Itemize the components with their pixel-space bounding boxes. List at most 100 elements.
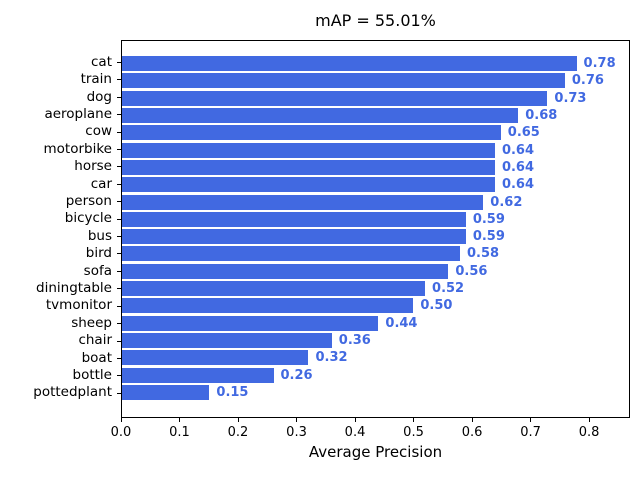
bar-value-label: 0.26 bbox=[280, 367, 313, 383]
x-tick-label: 0.1 bbox=[169, 425, 190, 440]
y-category-label: car bbox=[90, 175, 112, 192]
y-tick-mark bbox=[117, 236, 121, 238]
bar-row: 0.32 bbox=[122, 349, 629, 366]
y-row: chair bbox=[0, 333, 121, 350]
x-tick-label: 0.3 bbox=[286, 425, 307, 440]
bar-row: 0.68 bbox=[122, 107, 629, 124]
y-row: car bbox=[0, 176, 121, 193]
bar bbox=[122, 177, 495, 193]
y-tick-mark bbox=[117, 183, 121, 185]
bar-value-label: 0.64 bbox=[501, 142, 535, 158]
x-tick-label: 0.4 bbox=[344, 425, 366, 440]
x-tick-label: 0.7 bbox=[520, 425, 541, 440]
y-tick-mark bbox=[117, 375, 121, 377]
y-tick-mark bbox=[117, 253, 121, 255]
bar bbox=[122, 384, 210, 400]
y-tick-mark bbox=[117, 201, 121, 203]
bar-row: 0.64 bbox=[122, 142, 629, 159]
bar bbox=[122, 73, 565, 89]
bar bbox=[122, 350, 309, 366]
bar-value-label: 0.36 bbox=[338, 333, 371, 348]
y-category-label: diningtable bbox=[36, 280, 112, 297]
bar-value-label: 0.65 bbox=[507, 125, 540, 141]
y-tick-mark bbox=[117, 340, 121, 342]
bar-value-label: 0.15 bbox=[216, 384, 249, 400]
y-row: person bbox=[0, 193, 121, 210]
bar-value-label: 0.62 bbox=[490, 194, 523, 210]
y-tick-mark bbox=[117, 218, 121, 220]
bar-row: 0.44 bbox=[122, 315, 629, 332]
bar bbox=[122, 263, 449, 279]
bar-value-label: 0.78 bbox=[583, 56, 616, 71]
bar bbox=[122, 211, 466, 227]
bar-value-label: 0.59 bbox=[472, 211, 505, 227]
bar-row: 0.59 bbox=[122, 228, 629, 245]
x-tick-mark bbox=[179, 418, 180, 422]
y-row: sheep bbox=[0, 315, 121, 332]
bar-value-label: 0.58 bbox=[467, 246, 500, 262]
bar-value-label: 0.68 bbox=[525, 107, 558, 123]
bar-value-label: 0.50 bbox=[420, 298, 453, 314]
y-row: aeroplane bbox=[0, 106, 121, 123]
y-category-label: dog bbox=[86, 88, 112, 105]
y-tick-mark bbox=[117, 288, 121, 290]
y-category-label: bus bbox=[87, 227, 112, 244]
bar bbox=[122, 90, 548, 106]
bar-row: 0.62 bbox=[122, 194, 629, 211]
bar-row: 0.76 bbox=[122, 72, 629, 89]
y-category-label: cow bbox=[85, 123, 112, 140]
y-row: bird bbox=[0, 245, 121, 262]
y-row: pottedplant bbox=[0, 385, 121, 402]
y-category-label: motorbike bbox=[43, 140, 112, 157]
bar bbox=[122, 315, 379, 331]
x-tick-label: 0.6 bbox=[461, 425, 483, 440]
x-tick-mark bbox=[120, 418, 122, 422]
x-tick-mark bbox=[471, 418, 473, 422]
y-row: bicycle bbox=[0, 211, 121, 228]
chart-title: mAP = 55.01% bbox=[315, 11, 436, 30]
y-tick-mark bbox=[117, 96, 121, 98]
x-tick-mark bbox=[413, 418, 415, 422]
x-tick-mark bbox=[354, 418, 356, 422]
bar-value-label: 0.73 bbox=[554, 90, 587, 106]
x-tick-mark bbox=[530, 418, 532, 422]
bar-value-label: 0.32 bbox=[315, 350, 348, 366]
y-axis-labels: cat train dog aeroplane cow motorbike horse car… bbox=[0, 40, 121, 418]
bar-row: 0.59 bbox=[122, 211, 629, 228]
bar-row: 0.56 bbox=[122, 263, 629, 280]
y-tick-mark bbox=[117, 62, 121, 63]
bar bbox=[122, 281, 426, 297]
bar-row: 0.52 bbox=[122, 280, 629, 297]
bar-row: 0.64 bbox=[122, 176, 629, 193]
bar-row: 0.73 bbox=[122, 90, 629, 107]
y-category-label: sheep bbox=[71, 314, 112, 331]
bar-value-label: 0.52 bbox=[432, 281, 465, 297]
x-tick-label: 0.2 bbox=[227, 425, 249, 440]
bar bbox=[122, 107, 519, 123]
y-category-label: aeroplane bbox=[44, 105, 112, 122]
bar bbox=[122, 125, 501, 141]
x-tick-label: 0.0 bbox=[110, 425, 132, 440]
bar bbox=[122, 194, 484, 210]
bar-row: 0.58 bbox=[122, 245, 629, 262]
y-category-label: boat bbox=[81, 349, 112, 366]
y-tick-mark bbox=[117, 357, 121, 359]
x-tick-mark bbox=[588, 418, 590, 422]
y-tick-mark bbox=[117, 270, 121, 272]
bar bbox=[122, 142, 495, 158]
y-row: cow bbox=[0, 124, 121, 141]
bar-value-label: 0.76 bbox=[571, 73, 604, 89]
bar-value-label: 0.64 bbox=[501, 159, 535, 175]
y-category-label: person bbox=[65, 193, 112, 209]
y-row: tvmonitor bbox=[0, 298, 121, 315]
y-category-label: cat bbox=[91, 53, 112, 70]
y-tick-mark bbox=[117, 323, 121, 325]
y-category-label: horse bbox=[74, 158, 112, 175]
x-axis-title: Average Precision bbox=[308, 443, 443, 461]
y-row: bus bbox=[0, 228, 121, 245]
y-row: sofa bbox=[0, 263, 121, 280]
bar-value-label: 0.56 bbox=[455, 263, 488, 279]
y-category-label: tvmonitor bbox=[45, 297, 112, 314]
bar-row: 0.36 bbox=[122, 332, 629, 349]
